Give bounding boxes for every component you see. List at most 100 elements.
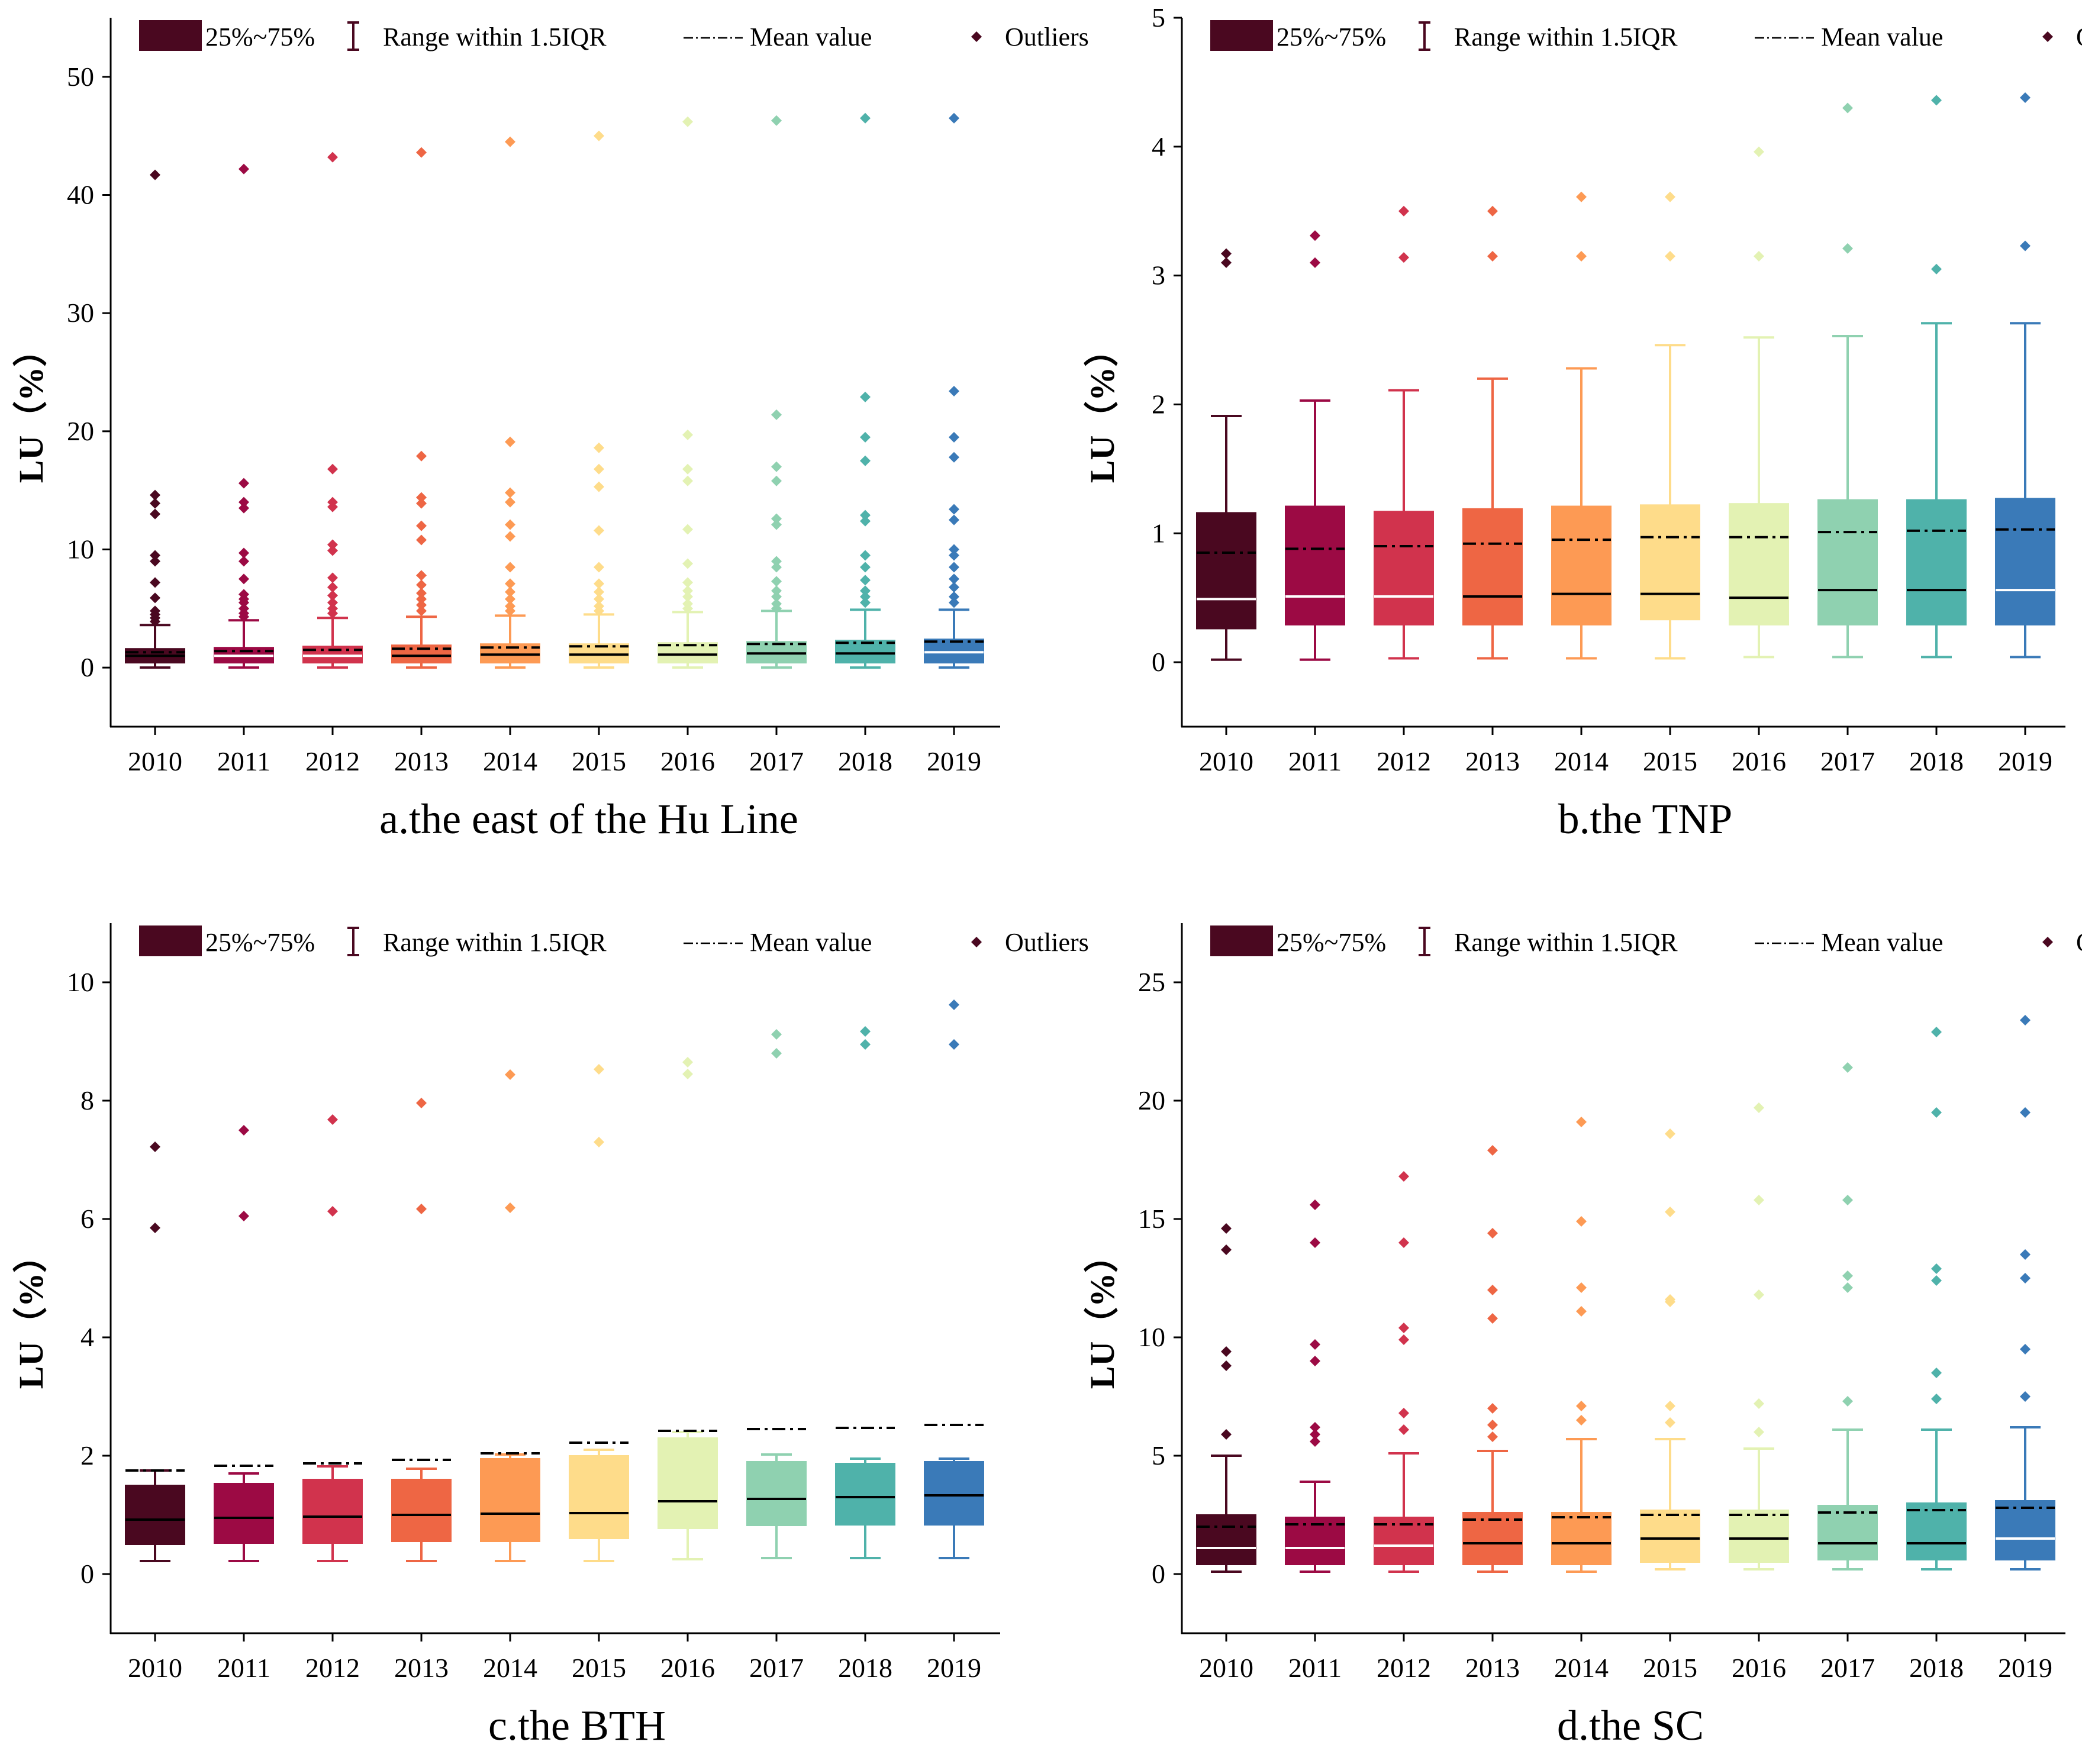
x-tick-label: 2014 bbox=[483, 746, 537, 776]
legend-outlier-swatch bbox=[2042, 31, 2053, 42]
y-tick-label: 2 bbox=[80, 1440, 94, 1470]
outlier-point bbox=[416, 492, 427, 503]
outlier-point bbox=[1842, 1396, 1853, 1407]
outlier-point bbox=[1310, 1199, 1320, 1210]
x-tick-label: 2012 bbox=[305, 1653, 360, 1683]
outlier-point bbox=[1842, 1270, 1853, 1281]
outlier-point bbox=[1487, 1431, 1498, 1442]
box-2011 bbox=[214, 1125, 274, 1562]
y-tick-label: 20 bbox=[67, 416, 94, 446]
outlier-point bbox=[239, 1211, 249, 1221]
outlier-point bbox=[1310, 1429, 1320, 1440]
outlier-point bbox=[771, 115, 782, 126]
box-2013 bbox=[391, 147, 452, 669]
box-iqr bbox=[1729, 1510, 1789, 1563]
outlier-point bbox=[416, 588, 427, 599]
outlier-point bbox=[682, 463, 693, 475]
outlier-point bbox=[682, 475, 693, 486]
box-iqr bbox=[1640, 1510, 1700, 1563]
legend-mean-label: Mean value bbox=[750, 928, 872, 957]
outlier-point bbox=[1842, 243, 1853, 254]
outlier-point bbox=[1576, 1282, 1587, 1293]
outlier-point bbox=[239, 1125, 249, 1136]
box-2011 bbox=[214, 163, 274, 669]
y-tick-label: 5 bbox=[1152, 1440, 1165, 1470]
outlier-point bbox=[1576, 250, 1587, 262]
outlier-point bbox=[150, 508, 160, 520]
box-2016 bbox=[1729, 146, 1789, 659]
outlier-point bbox=[1754, 1289, 1764, 1300]
outlier-point bbox=[416, 498, 427, 509]
y-tick-label: 10 bbox=[67, 967, 94, 997]
outlier-point bbox=[594, 605, 604, 617]
outlier-point bbox=[1576, 1306, 1587, 1317]
y-tick-label: 4 bbox=[80, 1322, 94, 1352]
outlier-point bbox=[682, 558, 693, 569]
box-2013 bbox=[1462, 1145, 1523, 1573]
x-tick-label: 2019 bbox=[1998, 746, 2052, 776]
legend-box-label: 25%~75% bbox=[1277, 22, 1386, 51]
outlier-point bbox=[771, 1029, 782, 1040]
y-tick-label: 1 bbox=[1152, 518, 1165, 548]
box-iqr bbox=[1906, 499, 1967, 625]
outlier-point bbox=[505, 531, 515, 542]
box-iqr bbox=[835, 1463, 895, 1526]
x-tick-label: 2018 bbox=[1909, 1653, 1964, 1683]
legend-mean-label: Mean value bbox=[750, 22, 872, 51]
outlier-point bbox=[150, 489, 160, 501]
outlier-point bbox=[150, 498, 160, 509]
box-iqr bbox=[1817, 499, 1878, 625]
legend-box-label: 25%~75% bbox=[205, 928, 315, 957]
outlier-point bbox=[1931, 1027, 1942, 1037]
outlier-point bbox=[505, 578, 515, 589]
x-tick-label: 2016 bbox=[660, 1653, 715, 1683]
outlier-point bbox=[1754, 1102, 1764, 1113]
x-tick-label: 2019 bbox=[927, 1653, 981, 1683]
outlier-point bbox=[682, 1069, 693, 1079]
outlier-point bbox=[1398, 1171, 1409, 1182]
box-iqr bbox=[1551, 505, 1612, 625]
outlier-point bbox=[416, 520, 427, 531]
outlier-point bbox=[771, 591, 782, 602]
y-tick-label: 0 bbox=[80, 1559, 94, 1589]
box-2012 bbox=[302, 1114, 363, 1562]
outlier-point bbox=[1487, 250, 1498, 262]
box-iqr bbox=[1462, 1512, 1523, 1565]
outlier-point bbox=[860, 585, 871, 596]
legend-mean-label: Mean value bbox=[1821, 928, 1943, 957]
outlier-point bbox=[771, 1048, 782, 1059]
x-tick-label: 2013 bbox=[1465, 1653, 1520, 1683]
outlier-point bbox=[150, 556, 160, 567]
outlier-point bbox=[2020, 1273, 2031, 1284]
outlier-point bbox=[860, 431, 871, 443]
outlier-point bbox=[2020, 92, 2031, 104]
outlier-point bbox=[1842, 1062, 1853, 1073]
outlier-point bbox=[1221, 248, 1232, 259]
outlier-point bbox=[1221, 1429, 1232, 1440]
y-tick-label: 0 bbox=[1152, 1559, 1165, 1589]
outlier-point bbox=[1665, 1297, 1675, 1307]
legend: 25%~75% Range within 1.5IQR Mean value Outl… bbox=[139, 925, 1089, 957]
x-tick-label: 2016 bbox=[660, 746, 715, 776]
outlier-point bbox=[505, 605, 515, 617]
box-2017 bbox=[1817, 1062, 1878, 1570]
legend-whisker-label: Range within 1.5IQR bbox=[383, 928, 607, 957]
outlier-point bbox=[327, 1114, 338, 1125]
outlier-point bbox=[1576, 1216, 1587, 1227]
x-tick-label: 2018 bbox=[1909, 746, 1964, 776]
outlier-point bbox=[327, 463, 338, 475]
outlier-point bbox=[594, 1137, 604, 1147]
outlier-point bbox=[239, 163, 249, 175]
box-iqr bbox=[1285, 505, 1345, 625]
panel-caption: b.the TNP bbox=[1558, 795, 1733, 843]
outlier-point bbox=[416, 147, 427, 158]
outlier-point bbox=[594, 525, 604, 536]
outlier-point bbox=[1487, 1420, 1498, 1430]
box-2013 bbox=[391, 1098, 452, 1562]
outlier-point bbox=[239, 547, 249, 559]
x-tick-label: 2016 bbox=[1732, 1653, 1786, 1683]
outlier-point bbox=[2020, 240, 2031, 251]
outlier-point bbox=[505, 496, 515, 508]
outlier-point bbox=[594, 594, 604, 605]
outlier-point bbox=[1487, 1403, 1498, 1414]
